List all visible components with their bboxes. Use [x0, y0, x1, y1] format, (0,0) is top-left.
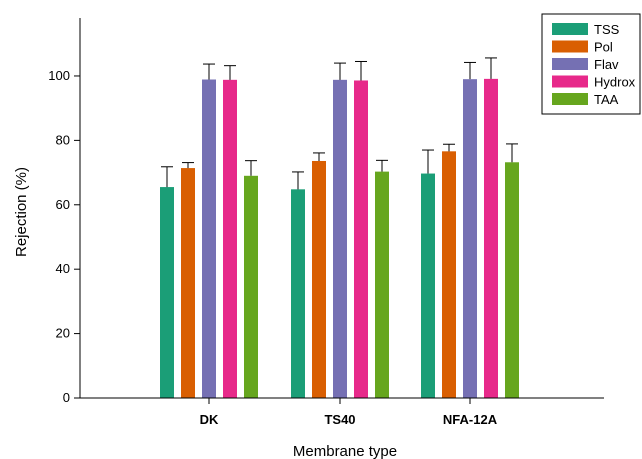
y-tick-label: 80: [56, 132, 70, 147]
legend-swatch: [552, 75, 588, 88]
bar-taa-ts40: [375, 171, 389, 398]
bar-tss-dk: [160, 187, 174, 398]
axes: Rejection (%) Membrane type 0 20 40 60 80 100…: [13, 18, 604, 459]
y-tick-label: 100: [48, 68, 70, 83]
plot-area: [160, 57, 519, 399]
legend-label: TSS: [594, 22, 620, 37]
y-tick-label: 20: [56, 326, 70, 341]
bar-taa-nfa-12a: [505, 162, 519, 398]
legend: TSS Pol Flav Hydrox TAA: [541, 13, 641, 115]
legend-label: Hydrox: [594, 75, 636, 90]
bar-pol-ts40: [312, 160, 326, 398]
bar-tss-nfa-12a: [421, 173, 435, 398]
legend-label: Flav: [594, 57, 619, 72]
x-axis-title: Membrane type: [293, 443, 397, 459]
bar-flav-ts40: [333, 79, 347, 398]
bar-pol-dk: [181, 168, 195, 398]
legend-swatch: [552, 40, 588, 53]
x-tick-label: DK: [200, 412, 219, 427]
legend-swatch: [552, 93, 588, 105]
legend-swatch: [552, 23, 588, 35]
x-tick-label: TS40: [324, 412, 355, 427]
bar-hydrox-ts40: [354, 80, 368, 398]
y-tick-label: 60: [56, 197, 70, 212]
bar-hydrox-nfa-12a: [484, 78, 498, 398]
legend-label: TAA: [594, 92, 619, 107]
bar-flav-dk: [202, 79, 216, 398]
y-tick-label: 0: [63, 390, 70, 405]
bar-flav-nfa-12a: [463, 79, 477, 399]
y-axis-title: Rejection (%): [13, 167, 30, 257]
y-tick-label: 40: [56, 261, 70, 276]
bar-pol-nfa-12a: [442, 151, 456, 398]
bar-taa-dk: [244, 175, 258, 398]
bar-hydrox-dk: [223, 79, 237, 398]
legend-swatch: [552, 58, 588, 70]
bar-tss-ts40: [291, 189, 305, 398]
x-tick-label: NFA-12A: [443, 412, 498, 427]
legend-label: Pol: [594, 40, 613, 55]
